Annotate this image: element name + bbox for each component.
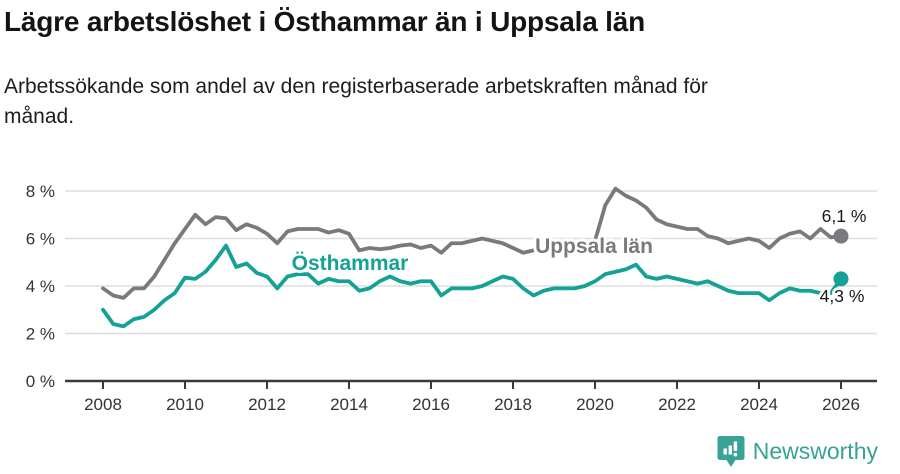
subtitle-line-2: månad. [4, 105, 75, 128]
series-label-1: Östhammar [292, 252, 409, 275]
series-end-dot-1 [833, 271, 849, 287]
y-tick-label-6: 6 % [26, 230, 55, 249]
subtitle-line-1: Arbetssökande som andel av den registerb… [4, 75, 708, 98]
x-tick-label-2012: 2012 [248, 395, 286, 414]
y-tick-label-0: 0 % [26, 372, 55, 391]
x-tick-label-2014: 2014 [330, 395, 368, 414]
end-value-label-0: 6,1 % [822, 206, 867, 226]
end-value-label-1: 4,3 % [820, 286, 865, 306]
series-end-dot-0 [833, 228, 849, 244]
x-tick-label-2020: 2020 [576, 395, 614, 414]
brand-name: Newsworthy [752, 437, 878, 464]
x-tick-label-2026: 2026 [822, 395, 860, 414]
x-tick-label-2010: 2010 [166, 395, 204, 414]
y-tick-label-8: 8 % [26, 182, 55, 201]
y-tick-label-2: 2 % [26, 325, 55, 344]
newsworthy-logo: Newsworthy [717, 433, 878, 469]
series-label-0: Uppsala län [535, 235, 653, 258]
unemployment-line-chart: 0 % 2 % 4 % 6 % 8 % 2008 2010 2012 2014 2016 2018 2… [26, 182, 877, 414]
series-line-1 [101, 243, 843, 329]
newsworthy-bubble-icon [717, 435, 745, 467]
page-title: Lägre arbetslöshet i Östhammar än i Upps… [4, 6, 646, 37]
y-tick-label-4: 4 % [26, 277, 55, 296]
x-tick-label-2018: 2018 [494, 395, 532, 414]
x-tick-label-2008: 2008 [84, 395, 122, 414]
x-tick-label-2022: 2022 [658, 395, 696, 414]
series-line-0 [101, 186, 843, 300]
x-tick-label-2016: 2016 [412, 395, 450, 414]
x-tick-label-2024: 2024 [740, 395, 778, 414]
chart-subtitle: Arbetssökande som andel av den registerb… [4, 72, 884, 132]
